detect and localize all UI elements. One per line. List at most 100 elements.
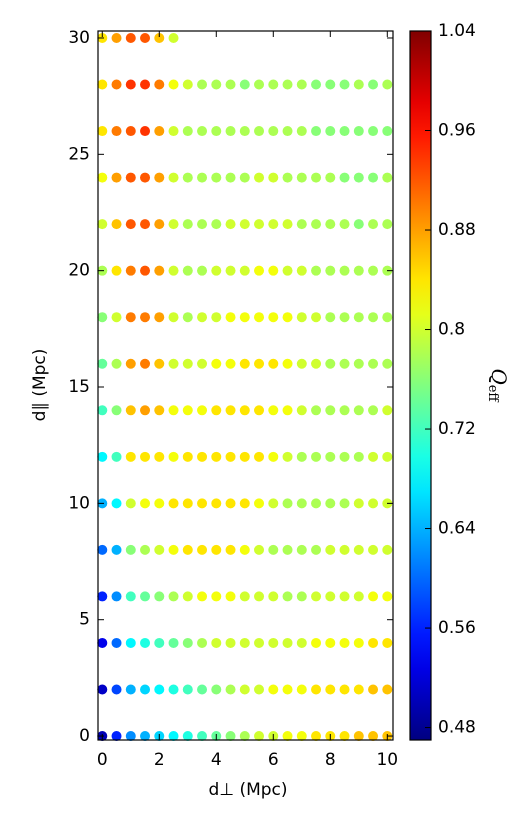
point (368, 637, 379, 648)
point (311, 405, 322, 416)
point (382, 684, 393, 695)
point (353, 265, 364, 276)
point (339, 591, 350, 602)
point (311, 591, 322, 602)
point (239, 265, 250, 276)
point (97, 312, 108, 323)
point (254, 358, 265, 369)
point (296, 544, 307, 555)
point (182, 451, 193, 462)
colorbar-label-main: Q (488, 368, 512, 384)
point (197, 498, 208, 509)
point (211, 358, 222, 369)
point (239, 731, 250, 742)
point (97, 544, 108, 555)
point (140, 684, 151, 695)
point (325, 544, 336, 555)
point (225, 312, 236, 323)
point (353, 126, 364, 137)
x-axis-label: d⊥ (Mpc) (208, 780, 287, 800)
point (282, 126, 293, 137)
point (97, 126, 108, 137)
plot-frame (97, 30, 394, 741)
point (168, 731, 179, 742)
point (168, 126, 179, 137)
point (211, 79, 222, 90)
point (154, 172, 165, 183)
point (125, 265, 136, 276)
x-tick-label: 6 (268, 750, 279, 770)
point (197, 219, 208, 230)
point (239, 405, 250, 416)
point (325, 405, 336, 416)
point (382, 312, 393, 323)
point (225, 498, 236, 509)
x-tick-label: 0 (97, 750, 108, 770)
point (97, 591, 108, 602)
colorbar-tick-label: 0.96 (438, 121, 476, 141)
point (197, 451, 208, 462)
point (382, 219, 393, 230)
point (125, 358, 136, 369)
point (325, 172, 336, 183)
point (111, 172, 122, 183)
point (211, 172, 222, 183)
point (154, 32, 165, 43)
point (339, 731, 350, 742)
point (154, 451, 165, 462)
point (154, 684, 165, 695)
point (225, 405, 236, 416)
point (282, 637, 293, 648)
point (197, 637, 208, 648)
point (296, 79, 307, 90)
x-tick-label: 4 (211, 750, 222, 770)
point (182, 172, 193, 183)
point (182, 591, 193, 602)
point (239, 312, 250, 323)
point (154, 544, 165, 555)
point (111, 684, 122, 695)
point (339, 219, 350, 230)
point (97, 172, 108, 183)
point (353, 731, 364, 742)
point (154, 405, 165, 416)
point (140, 312, 151, 323)
point (296, 172, 307, 183)
point (182, 498, 193, 509)
x-tick-label: 10 (376, 750, 398, 770)
point (325, 312, 336, 323)
point (154, 637, 165, 648)
y-tick-label: 25 (68, 144, 90, 164)
point (168, 79, 179, 90)
point (282, 591, 293, 602)
point (197, 544, 208, 555)
point (182, 637, 193, 648)
point (197, 731, 208, 742)
point (111, 544, 122, 555)
point (125, 591, 136, 602)
point (382, 405, 393, 416)
point (225, 684, 236, 695)
point (311, 265, 322, 276)
point (239, 544, 250, 555)
point (339, 405, 350, 416)
point (225, 451, 236, 462)
point (282, 79, 293, 90)
point (97, 684, 108, 695)
point (339, 312, 350, 323)
point (325, 637, 336, 648)
point (140, 172, 151, 183)
point (125, 126, 136, 137)
point (254, 498, 265, 509)
point (325, 498, 336, 509)
point (197, 405, 208, 416)
point (154, 498, 165, 509)
point (368, 79, 379, 90)
point (182, 684, 193, 695)
point (239, 637, 250, 648)
point (140, 405, 151, 416)
point (211, 126, 222, 137)
point (254, 731, 265, 742)
point (211, 265, 222, 276)
point (239, 219, 250, 230)
